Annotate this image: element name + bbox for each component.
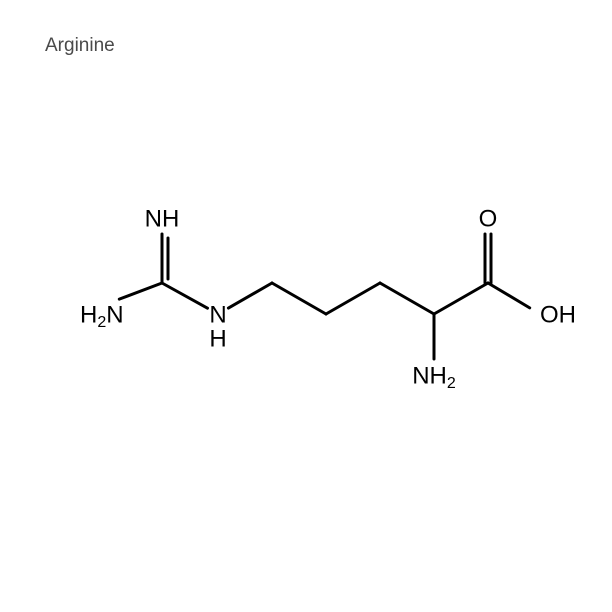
svg-text:H2N: H2N (80, 301, 124, 331)
molecule-title: Arginine (45, 35, 115, 57)
molecule-svg: H2N NH NH O OH NH2 (0, 0, 612, 612)
svg-text:OH: OH (540, 301, 576, 328)
svg-text:N: N (209, 301, 226, 328)
svg-text:O: O (479, 205, 498, 232)
svg-text:H: H (209, 325, 226, 352)
molecule-diagram: Arginine H2N NH NH O OH NH2 (0, 0, 612, 612)
svg-text:NH: NH (145, 205, 180, 232)
svg-text:NH2: NH2 (412, 362, 456, 392)
